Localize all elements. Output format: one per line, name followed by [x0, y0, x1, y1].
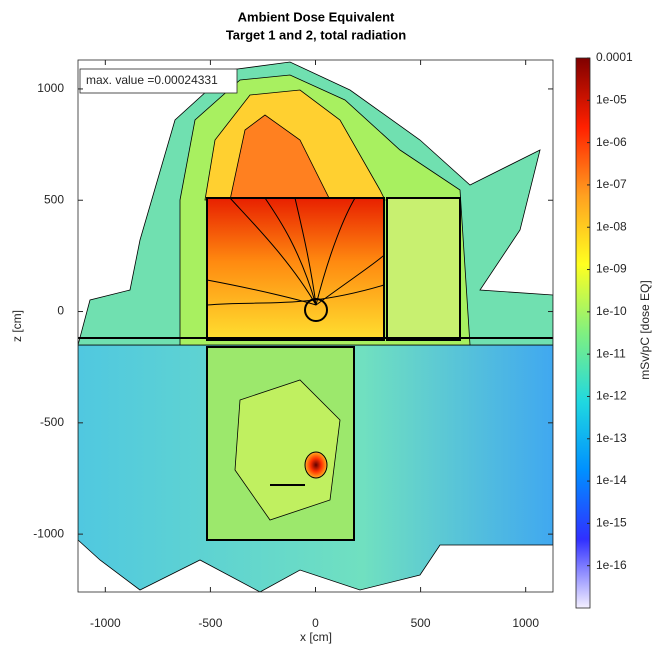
x-tick-label: 1000: [512, 616, 539, 630]
colorbar-tick-label: 1e-07: [596, 177, 627, 191]
colorbar-tick-label: 1e-05: [596, 92, 627, 106]
x-tick-label: 0: [312, 616, 319, 630]
y-tick-label: 500: [44, 192, 64, 206]
colorbar-tick-label: 1e-09: [596, 262, 627, 276]
colorbar: [575, 57, 591, 609]
colorbar-tick-label: 1e-11: [596, 346, 626, 360]
chart-subtitle: Target 1 and 2, total radiation: [226, 27, 406, 42]
dose-map: [78, 61, 553, 592]
colorbar-tick-label: 1e-16: [596, 558, 627, 572]
x-tick-label: -1000: [90, 616, 121, 630]
colorbar-tick-label: 1e-14: [596, 473, 627, 487]
y-tick-label: 1000: [37, 81, 64, 95]
annotation-box: [79, 68, 238, 94]
y-axis-label: z [cm]: [10, 310, 24, 342]
colorbar-label: mSv/pC [dose EQ]: [638, 280, 652, 379]
colorbar-tick-label: 1e-15: [596, 516, 627, 530]
colorbar-tick-label: 1e-08: [596, 219, 627, 233]
colorbar-tick-label: 0.0001: [596, 50, 633, 64]
colorbar-tick-label: 1e-13: [596, 431, 627, 445]
y-tick-label: -1000: [33, 526, 64, 540]
annotation: max. value =0.00024331: [86, 73, 218, 87]
colorbar-tick-label: 1e-12: [596, 389, 627, 403]
colorbar-tick-label: 1e-10: [596, 304, 627, 318]
y-tick-label: 0: [57, 304, 64, 318]
x-tick-label: 500: [411, 616, 431, 630]
chart-title: Ambient Dose Equivalent: [238, 9, 395, 24]
x-tick-label: -500: [198, 616, 222, 630]
y-tick-label: -500: [40, 415, 64, 429]
colorbar-tick-label: 1e-06: [596, 135, 627, 149]
x-axis-label: x [cm]: [300, 630, 332, 644]
